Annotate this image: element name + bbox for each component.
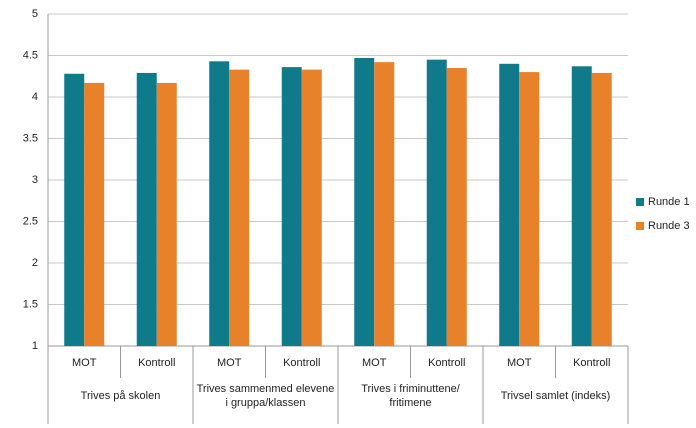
bar	[156, 82, 177, 346]
group-label: Trives sammenmed elevene i gruppa/klasse…	[196, 383, 335, 409]
y-tick-label: 3.5	[23, 132, 38, 144]
group-label: Trives på skolen	[80, 390, 161, 402]
y-tick-label: 4.5	[23, 49, 38, 61]
group-label: Trives i friminuttene/ fritimene	[361, 383, 460, 409]
x-tick-label: MOT	[362, 357, 387, 369]
bar	[281, 67, 302, 347]
y-tick-label: 5	[32, 8, 38, 20]
y-tick-label: 4	[32, 91, 38, 103]
x-tick-label: MOT	[507, 357, 532, 369]
bar	[354, 57, 375, 347]
group-label: Trivsel samlet (indeks)	[500, 390, 611, 402]
legend-label: Runde 3	[648, 220, 690, 232]
y-tick-label: 2.5	[23, 215, 38, 227]
bar	[571, 66, 592, 346]
bar	[374, 62, 395, 346]
bar	[519, 72, 540, 346]
bar	[64, 73, 85, 346]
x-tick-label: MOT	[72, 357, 97, 369]
bar	[136, 72, 157, 347]
y-tick-label: 3	[32, 174, 38, 186]
bar	[229, 69, 250, 347]
y-tick-label: 2	[32, 257, 38, 269]
legend-label: Runde 1	[648, 196, 690, 208]
x-tick-label: Kontroll	[138, 357, 175, 369]
legend-swatch	[636, 198, 644, 206]
x-tick-label: Kontroll	[573, 357, 610, 369]
y-tick-label: 1.5	[23, 298, 38, 310]
bar	[209, 61, 230, 347]
x-tick-label: MOT	[217, 357, 242, 369]
bar	[446, 67, 467, 346]
legend-swatch	[636, 222, 644, 230]
x-tick-label: Kontroll	[428, 357, 465, 369]
bar	[591, 72, 612, 347]
y-tick-label: 1	[32, 340, 38, 352]
bar	[84, 82, 105, 346]
x-tick-label: Kontroll	[283, 357, 320, 369]
bar	[499, 63, 520, 347]
bar	[301, 69, 322, 347]
bar	[426, 59, 447, 347]
